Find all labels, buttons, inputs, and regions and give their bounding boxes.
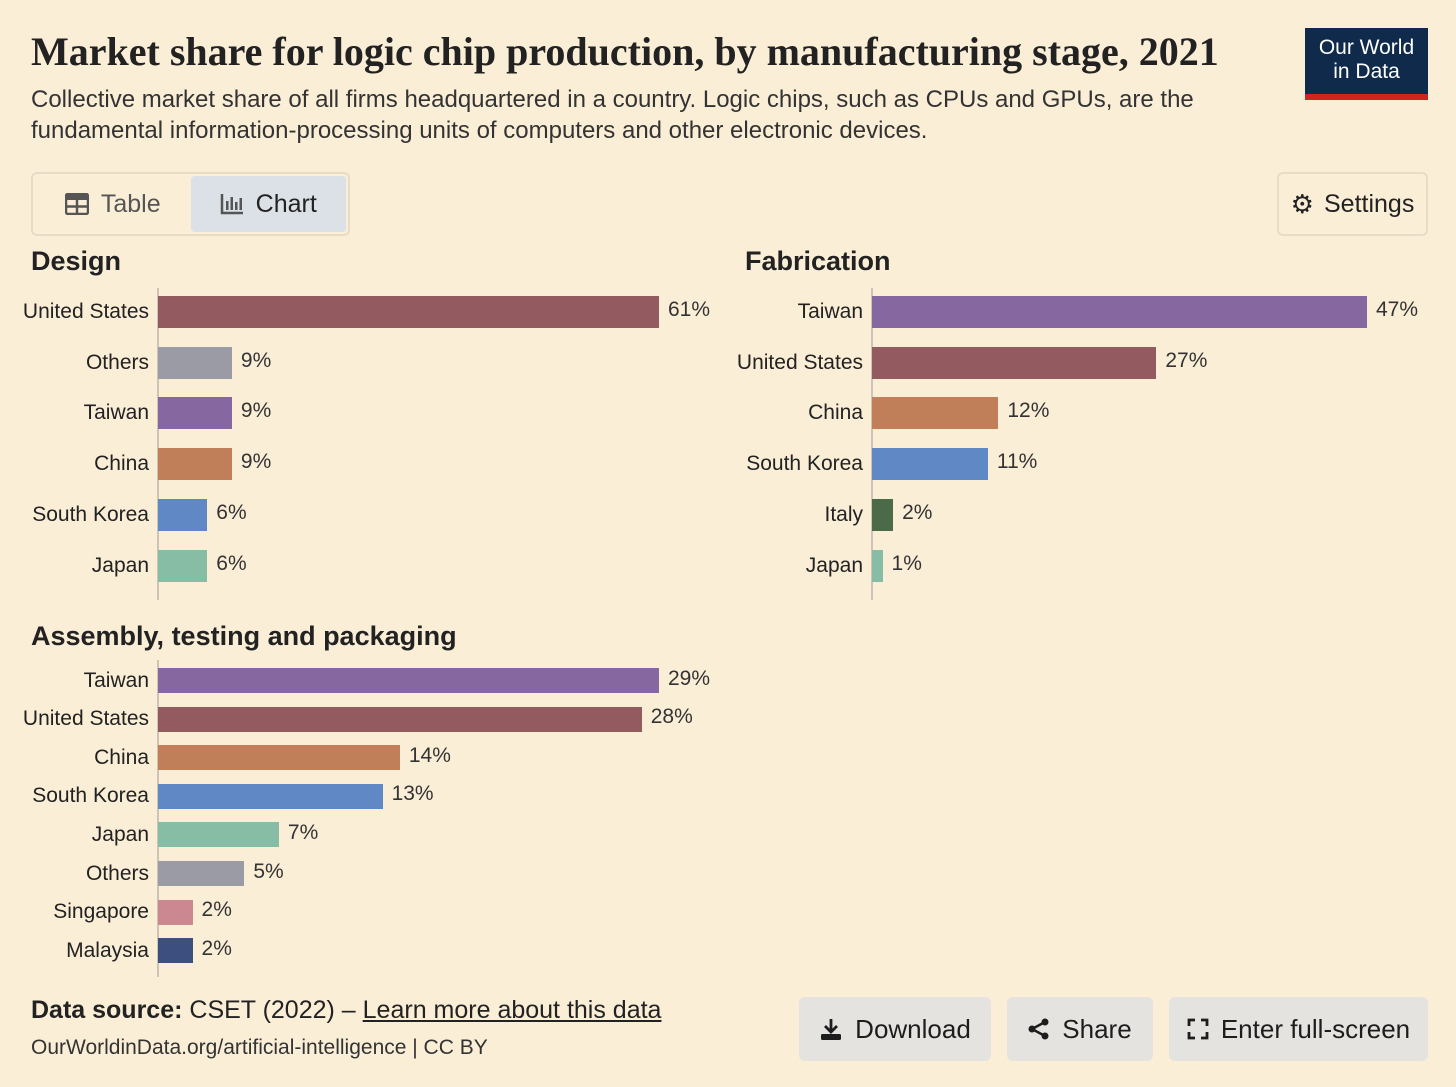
bar[interactable] (158, 346, 232, 379)
gear-icon: ⚙ (1290, 188, 1314, 219)
bar-chart-icon (220, 194, 243, 215)
learn-more-link[interactable]: Learn more about this data (362, 996, 662, 1024)
bar[interactable] (158, 397, 232, 430)
source-label: Data source: (31, 996, 183, 1024)
value-label: 9% (240, 450, 272, 474)
category-label: China (808, 401, 863, 425)
bar[interactable] (158, 706, 642, 732)
category-label: United States (22, 300, 149, 323)
value-label: 47% (1376, 298, 1419, 321)
chart-title: Market share for logic chip production, … (31, 29, 1219, 74)
category-label: United States (736, 350, 863, 374)
source-url: OurWorldinData.org/artificial-intelligen… (31, 1036, 488, 1059)
value-label: 6% (216, 551, 247, 575)
category-label: Others (85, 861, 149, 885)
share-button[interactable]: Share (1007, 997, 1153, 1061)
value-label: 14% (408, 743, 451, 767)
chart-subtitle: Collective market share of all firms hea… (31, 86, 1194, 144)
category-label: South Korea (32, 784, 149, 808)
owid-logo[interactable]: Our World in Data (1305, 28, 1428, 100)
value-label: 5% (253, 859, 284, 883)
category-label: China (94, 745, 149, 769)
category-label: Japan (805, 553, 863, 577)
value-label: 27% (1165, 348, 1208, 372)
value-label: 28% (650, 705, 693, 729)
value-label: 29% (668, 666, 711, 690)
bar[interactable] (158, 448, 232, 481)
axis-line (871, 288, 873, 601)
logo-line1: Our World (1318, 36, 1415, 59)
bar[interactable] (158, 668, 659, 693)
value-label: 11% (996, 450, 1038, 474)
bar[interactable] (872, 498, 894, 531)
share-label: Share (1062, 1013, 1132, 1044)
bar[interactable] (158, 745, 400, 771)
bar[interactable] (158, 822, 279, 848)
category-label: United States (22, 707, 149, 731)
value-label: 2% (902, 500, 933, 524)
bar[interactable] (872, 397, 999, 430)
settings-button[interactable]: ⚙ Settings (1277, 172, 1428, 236)
bar[interactable] (158, 861, 245, 886)
bar[interactable] (872, 549, 883, 582)
view-tabs: Table Chart (31, 172, 350, 236)
bar[interactable] (158, 498, 208, 531)
download-button[interactable]: Download (799, 997, 991, 1061)
category-label: Japan (91, 553, 149, 577)
download-label: Download (855, 1013, 971, 1044)
category-label: Others (85, 350, 149, 374)
category-label: Japan (91, 822, 149, 846)
share-icon (1028, 1018, 1049, 1040)
value-label: 61% (668, 298, 711, 321)
bar[interactable] (158, 783, 383, 809)
category-label: China (94, 452, 149, 476)
category-label: Taiwan (83, 401, 149, 425)
tab-table[interactable]: Table (35, 176, 191, 232)
axis-line (157, 660, 159, 977)
data-source: Data source: CSET (2022) – Learn more ab… (31, 996, 661, 1025)
fullscreen-button[interactable]: Enter full-screen (1169, 997, 1428, 1061)
category-label: Singapore (53, 900, 149, 924)
bar[interactable] (872, 296, 1367, 328)
category-label: Italy (824, 502, 863, 526)
bar[interactable] (158, 899, 193, 925)
value-label: 12% (1007, 399, 1050, 423)
logo-line2: in Data (1333, 60, 1400, 83)
value-label: 2% (201, 936, 232, 960)
panel-title: Design (31, 246, 122, 276)
value-label: 2% (201, 898, 232, 922)
fullscreen-label: Enter full-screen (1220, 1013, 1411, 1044)
value-label: 7% (287, 820, 319, 844)
tab-chart-label: Chart (255, 189, 317, 218)
panel-title: Assembly, testing and packaging (31, 621, 457, 651)
settings-label: Settings (1323, 189, 1415, 218)
category-label: Taiwan (797, 300, 863, 323)
category-label: Malaysia (66, 938, 149, 962)
bar[interactable] (872, 346, 1157, 379)
value-label: 6% (216, 500, 247, 524)
bar[interactable] (158, 296, 659, 328)
value-label: 1% (891, 551, 922, 575)
table-icon (64, 193, 89, 215)
panel-title: Fabrication (745, 246, 891, 276)
value-label: 9% (240, 348, 272, 372)
axis-line (157, 288, 159, 601)
tab-chart[interactable]: Chart (190, 176, 346, 232)
bar[interactable] (158, 938, 193, 964)
tab-table-label: Table (100, 189, 161, 218)
category-label: South Korea (32, 502, 149, 526)
bar[interactable] (872, 448, 988, 481)
value-label: 13% (391, 782, 434, 806)
category-label: Taiwan (83, 668, 149, 692)
download-icon (821, 1019, 842, 1040)
bar[interactable] (158, 549, 208, 582)
category-label: South Korea (746, 452, 863, 476)
fullscreen-icon (1187, 1018, 1209, 1040)
source-text: CSET (2022) – (189, 996, 356, 1024)
value-label: 9% (240, 399, 272, 423)
